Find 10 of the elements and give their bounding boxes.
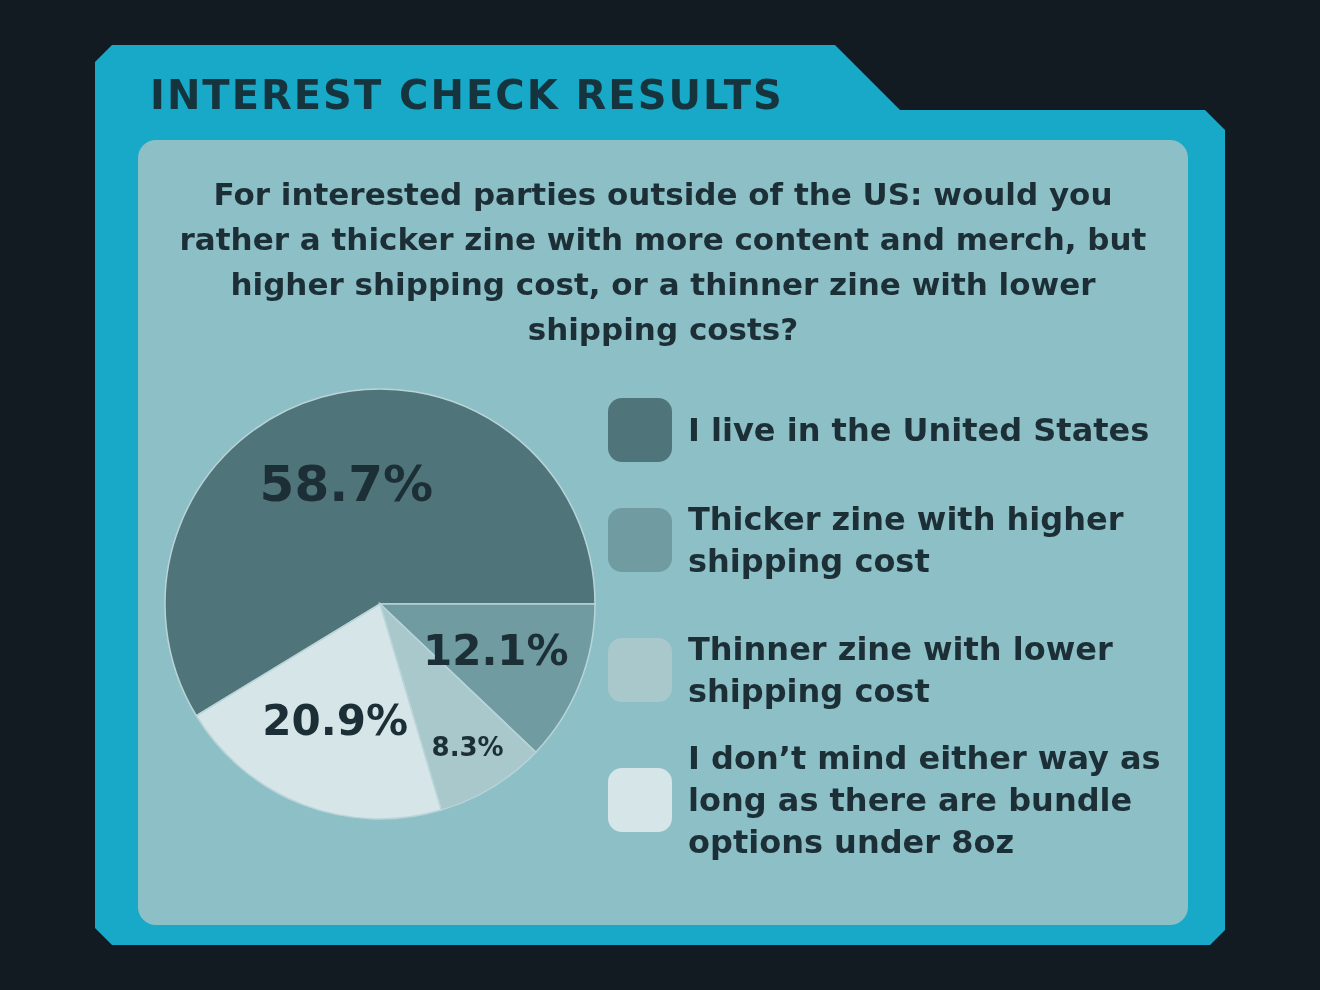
legend-label: Thinner zine with lower shipping cost — [688, 630, 1113, 710]
legend-label: Thicker zine with higher shipping cost — [688, 500, 1124, 580]
data-label: 20.9% — [262, 695, 409, 745]
data-label: 12.1% — [422, 625, 569, 675]
legend-label: I don’t mind either way as long as there are bundle options under 8oz — [688, 739, 1161, 861]
data-label: 58.7% — [259, 454, 434, 513]
chart-subtitle: For interested parties outside of the US: would you rather a thicker zine with more content and merch, but higher shipping cost, or a thinner zine with lower shipping costs? — [179, 176, 1147, 347]
chart-title: INTEREST CHECK RESULTS — [150, 72, 784, 118]
data-label: 8.3% — [431, 731, 504, 762]
legend-label: I live in the United States — [688, 411, 1150, 449]
